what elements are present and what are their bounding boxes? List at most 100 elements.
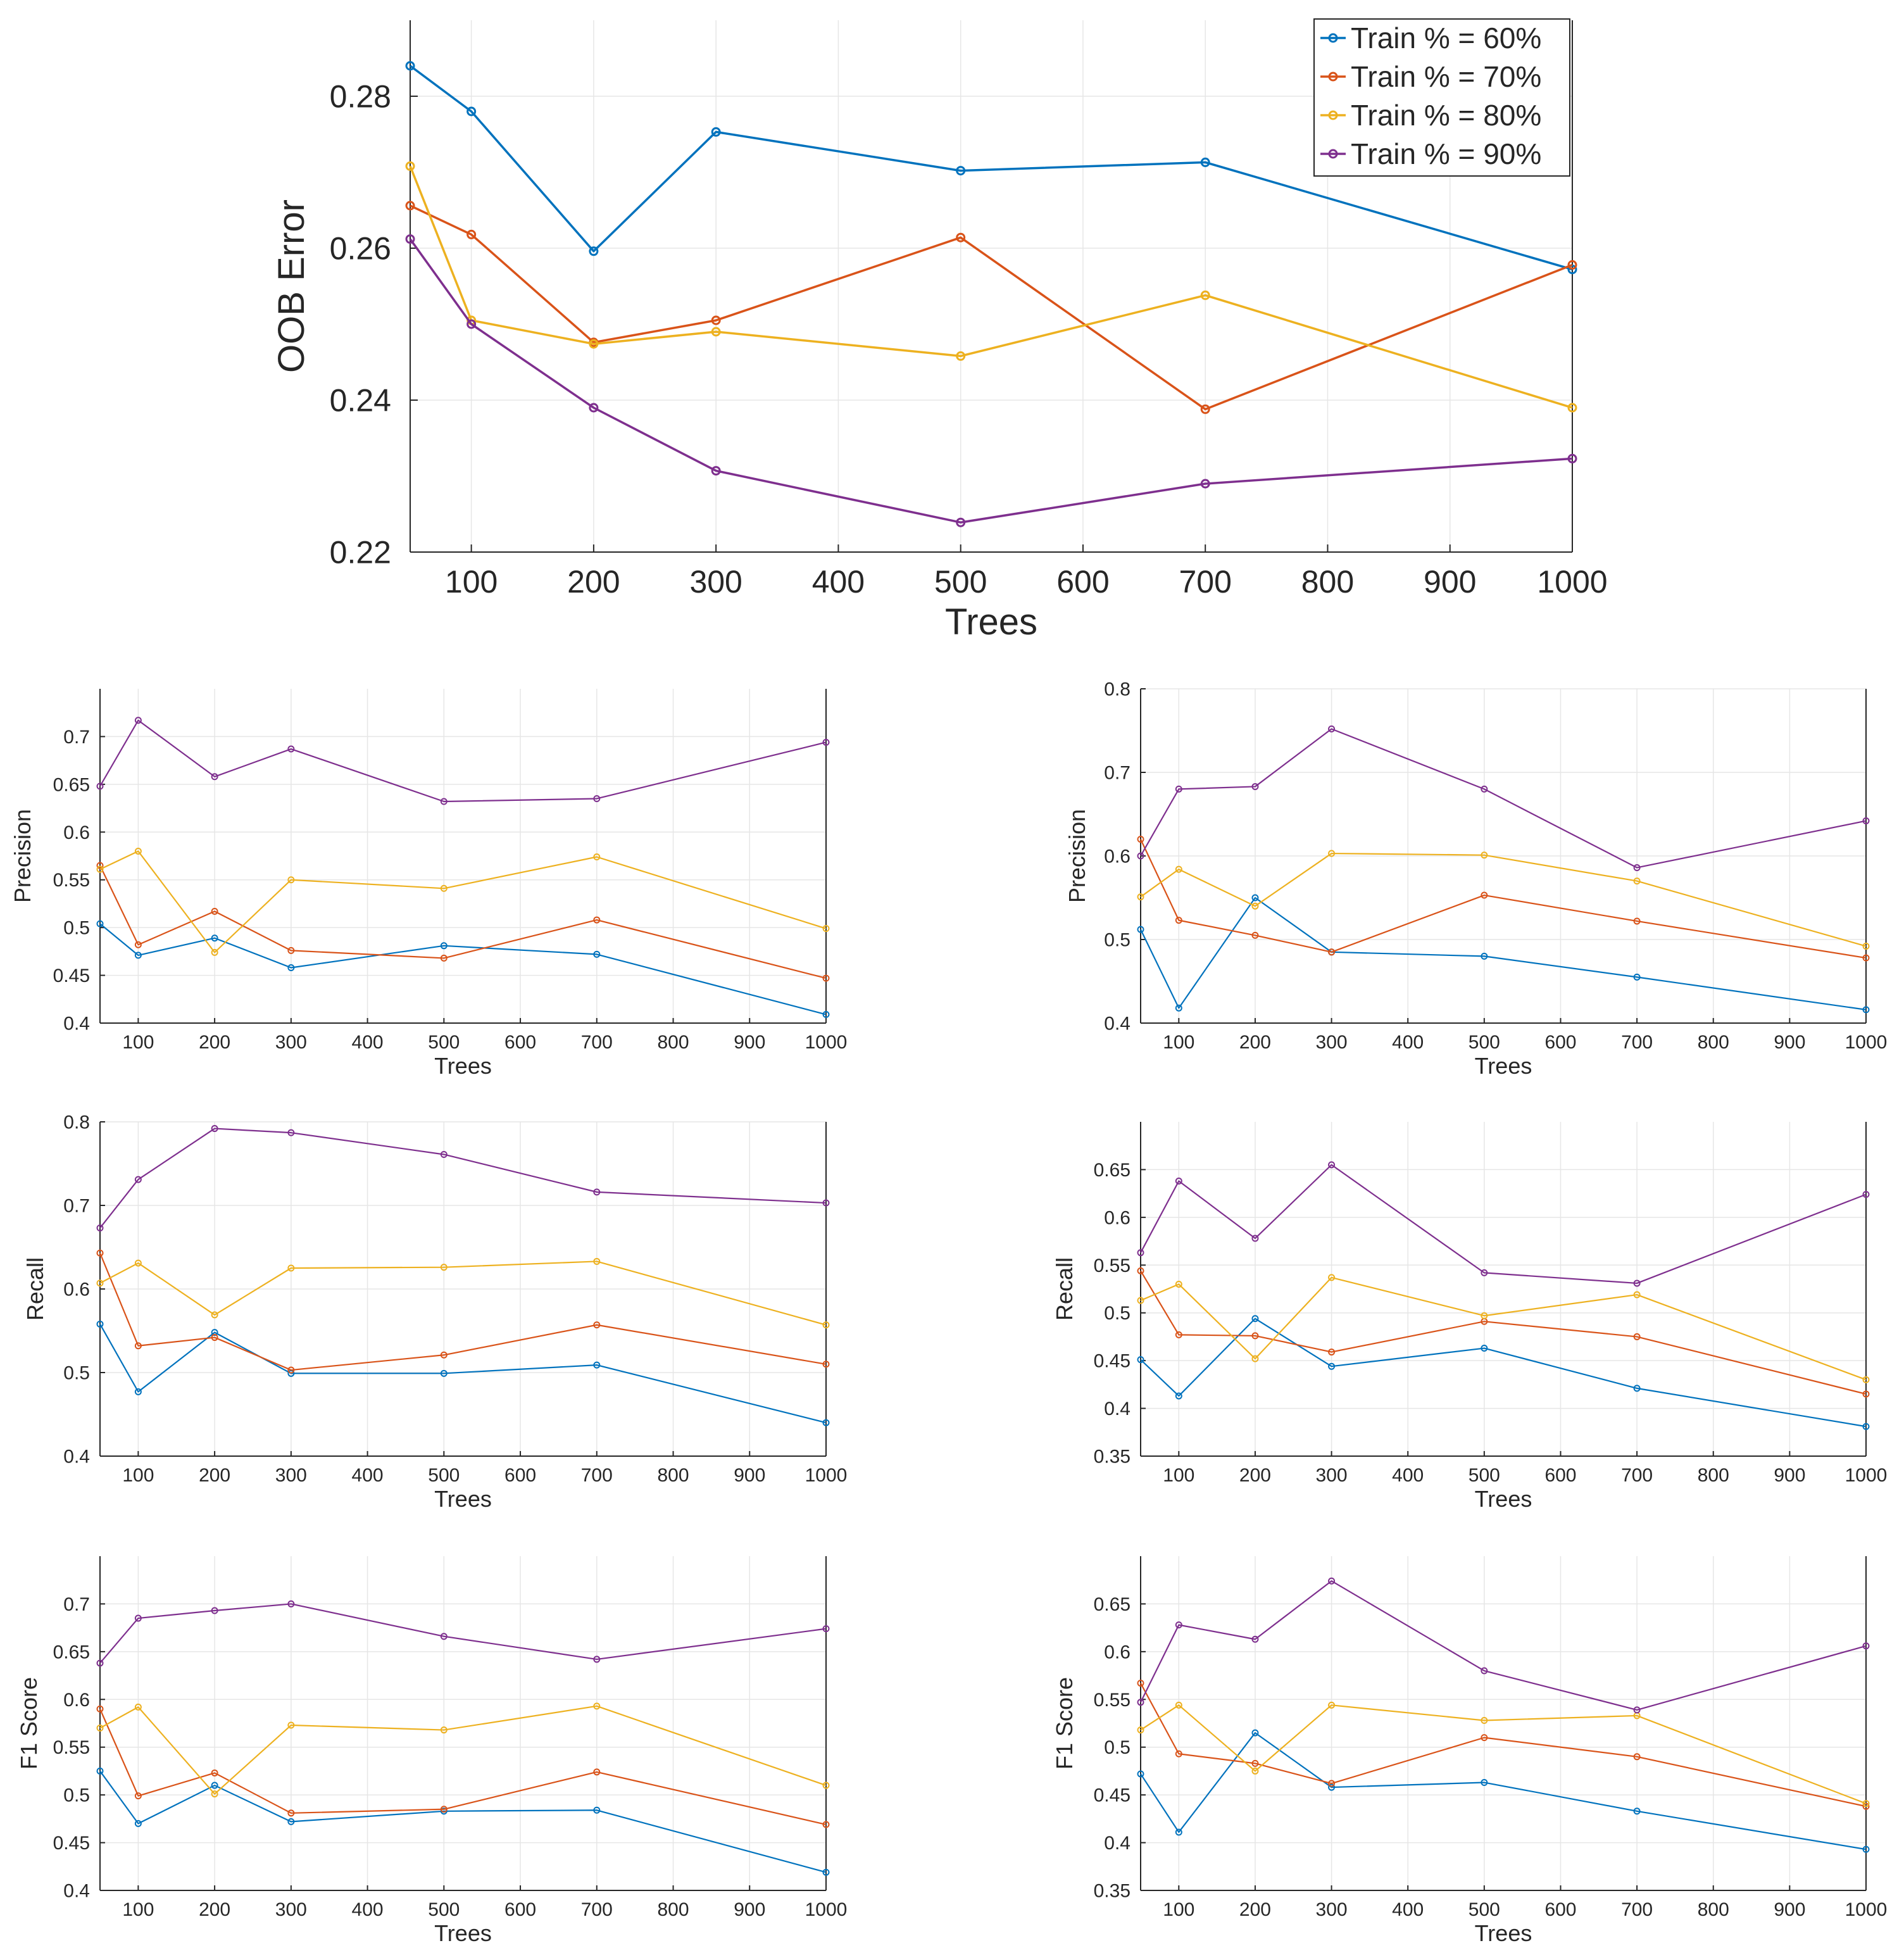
y-tick-label: 0.6 — [63, 1690, 90, 1711]
data-point — [1137, 1249, 1144, 1257]
x-tick-label: 800 — [1698, 1465, 1729, 1486]
data-point — [822, 1199, 830, 1207]
data-point — [440, 1150, 448, 1158]
data-point — [1862, 1390, 1870, 1398]
series-line-2 — [1140, 1683, 1867, 1807]
x-tick-label: 400 — [352, 1032, 384, 1053]
data-point — [1175, 865, 1182, 873]
data-point — [1137, 1680, 1144, 1687]
x-tick-label: 1000 — [1845, 1465, 1888, 1486]
data-point — [1200, 157, 1210, 167]
x-tick-label: 500 — [428, 1032, 460, 1053]
data-point — [593, 1806, 601, 1814]
series-line-2 — [1140, 839, 1867, 959]
y-tick-label: 0.7 — [63, 727, 90, 748]
data-point — [1200, 404, 1210, 414]
x-tick-label: 400 — [1392, 1032, 1424, 1053]
x-tick-label: 700 — [1621, 1899, 1653, 1920]
x-tick-label: 100 — [445, 564, 498, 600]
data-point — [1175, 1178, 1182, 1185]
data-point — [96, 1767, 104, 1775]
legend-entry: Train % = 80% — [1351, 99, 1541, 132]
data-point — [1175, 1750, 1182, 1757]
data-point — [1481, 1345, 1488, 1352]
data-point — [1251, 1635, 1259, 1643]
x-tick-label: 100 — [1163, 1032, 1194, 1053]
y-tick-label: 0.5 — [63, 1363, 90, 1384]
x-tick-label: 500 — [428, 1899, 460, 1920]
x-tick-label: 100 — [122, 1899, 154, 1920]
series-line-4 — [1140, 1164, 1867, 1285]
data-point — [822, 1782, 830, 1789]
x-tick-label: 700 — [1621, 1032, 1653, 1053]
x-axis-label: Trees — [434, 1920, 492, 1946]
data-point — [1862, 1191, 1870, 1198]
legend-entry: Train % = 90% — [1351, 137, 1541, 170]
data-point — [467, 106, 477, 116]
y-tick-label: 0.65 — [1094, 1594, 1130, 1615]
data-point — [1137, 1770, 1144, 1778]
data-point — [405, 61, 415, 71]
y-tick-label: 0.4 — [63, 1881, 90, 1902]
y-tick-label: 0.4 — [63, 1014, 90, 1034]
x-tick-label: 1000 — [805, 1899, 848, 1920]
data-point — [1137, 926, 1144, 933]
data-point — [1137, 1356, 1144, 1364]
y-tick-label: 0.6 — [1104, 1642, 1130, 1663]
data-point — [1481, 1269, 1488, 1276]
legend-entry: Train % = 70% — [1351, 60, 1541, 93]
data-point — [1862, 1006, 1870, 1014]
x-tick-label: 500 — [428, 1465, 460, 1486]
x-axis-label: Trees — [1475, 1053, 1532, 1079]
data-point — [1175, 1828, 1182, 1836]
chart-f1-left: 100 200 300 400 500 600 700 800 900 1000 0.4 0.45 0.… — [16, 1556, 847, 1946]
data-point — [956, 232, 966, 242]
y-tick-label: 0.8 — [63, 1112, 90, 1133]
x-tick-label: 200 — [199, 1032, 230, 1053]
x-tick-label: 200 — [1239, 1032, 1271, 1053]
data-point — [1862, 1642, 1870, 1650]
data-point — [134, 1703, 142, 1711]
data-point — [287, 1264, 295, 1272]
x-tick-label: 200 — [1239, 1465, 1271, 1486]
data-point — [405, 234, 415, 244]
y-tick-label: 0.28 — [330, 79, 391, 115]
x-tick-label: 600 — [504, 1465, 536, 1486]
x-tick-label: 900 — [734, 1899, 765, 1920]
data-point — [1633, 973, 1641, 981]
x-tick-label: 100 — [1163, 1899, 1194, 1920]
y-tick-label: 0.45 — [53, 965, 90, 986]
x-tick-label: 600 — [1544, 1032, 1576, 1053]
data-point — [211, 773, 218, 781]
series-line-1 — [1140, 1732, 1867, 1851]
x-tick-label: 1000 — [1537, 564, 1607, 600]
data-point — [1137, 1699, 1144, 1706]
data-point — [1251, 902, 1259, 910]
data-point — [211, 1334, 218, 1342]
data-point — [1175, 1331, 1182, 1338]
data-point — [956, 166, 966, 176]
y-tick-label: 0.5 — [63, 1785, 90, 1806]
y-axis-label: Precision — [1064, 809, 1090, 903]
series-line-3 — [99, 1260, 827, 1326]
data-point — [405, 161, 415, 171]
legend-box — [1313, 18, 1570, 177]
data-point — [822, 738, 830, 746]
data-point — [287, 964, 295, 972]
data-point — [1175, 917, 1182, 924]
data-point — [1481, 1779, 1488, 1787]
data-point — [593, 1656, 601, 1663]
data-point — [440, 1264, 448, 1271]
data-point — [440, 798, 448, 805]
legend-marker — [1328, 33, 1338, 43]
data-point — [1862, 943, 1870, 950]
data-point — [1328, 948, 1336, 956]
series-line-4 — [1140, 728, 1867, 869]
data-point — [593, 916, 601, 924]
data-point — [1481, 852, 1488, 859]
series-line-2 — [99, 865, 827, 979]
data-point — [711, 327, 721, 337]
legend-entry: Train % = 60% — [1351, 22, 1541, 54]
y-tick-label: 0.6 — [63, 1279, 90, 1300]
data-point — [1137, 836, 1144, 843]
